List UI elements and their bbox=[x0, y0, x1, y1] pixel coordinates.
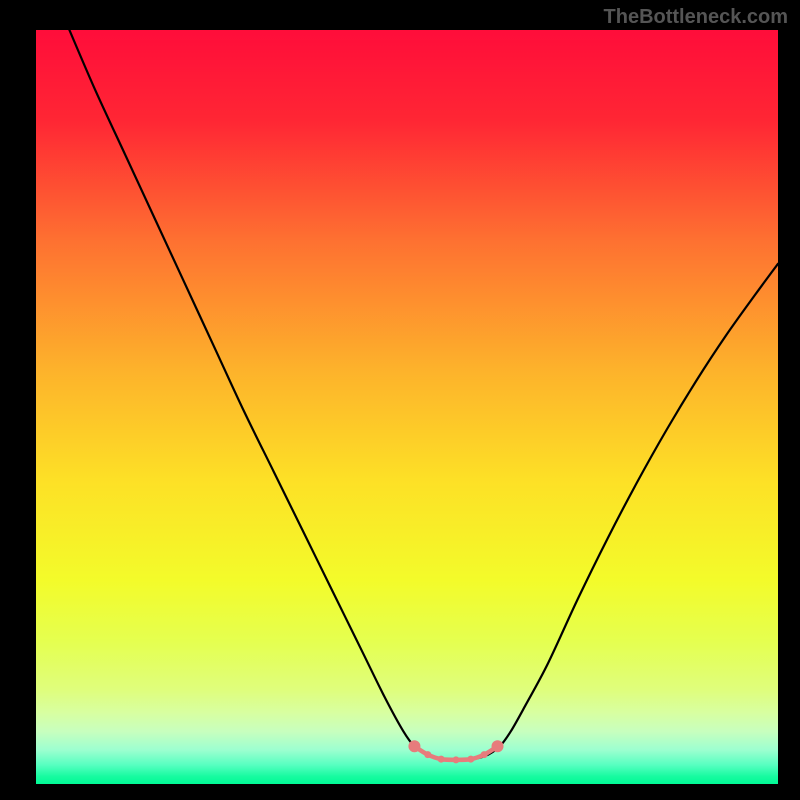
optimal-range-marker bbox=[438, 756, 445, 763]
chart-container: TheBottleneck.com bbox=[0, 0, 800, 800]
optimal-range-marker bbox=[467, 756, 474, 763]
optimal-range-marker bbox=[424, 751, 431, 758]
optimal-range-marker bbox=[481, 751, 488, 758]
watermark-text: TheBottleneck.com bbox=[604, 6, 788, 29]
bottleneck-curve-chart bbox=[36, 30, 778, 784]
gradient-background bbox=[36, 30, 778, 784]
optimal-range-marker bbox=[452, 756, 459, 763]
optimal-range-marker bbox=[408, 740, 420, 752]
optimal-range-marker bbox=[492, 740, 504, 752]
